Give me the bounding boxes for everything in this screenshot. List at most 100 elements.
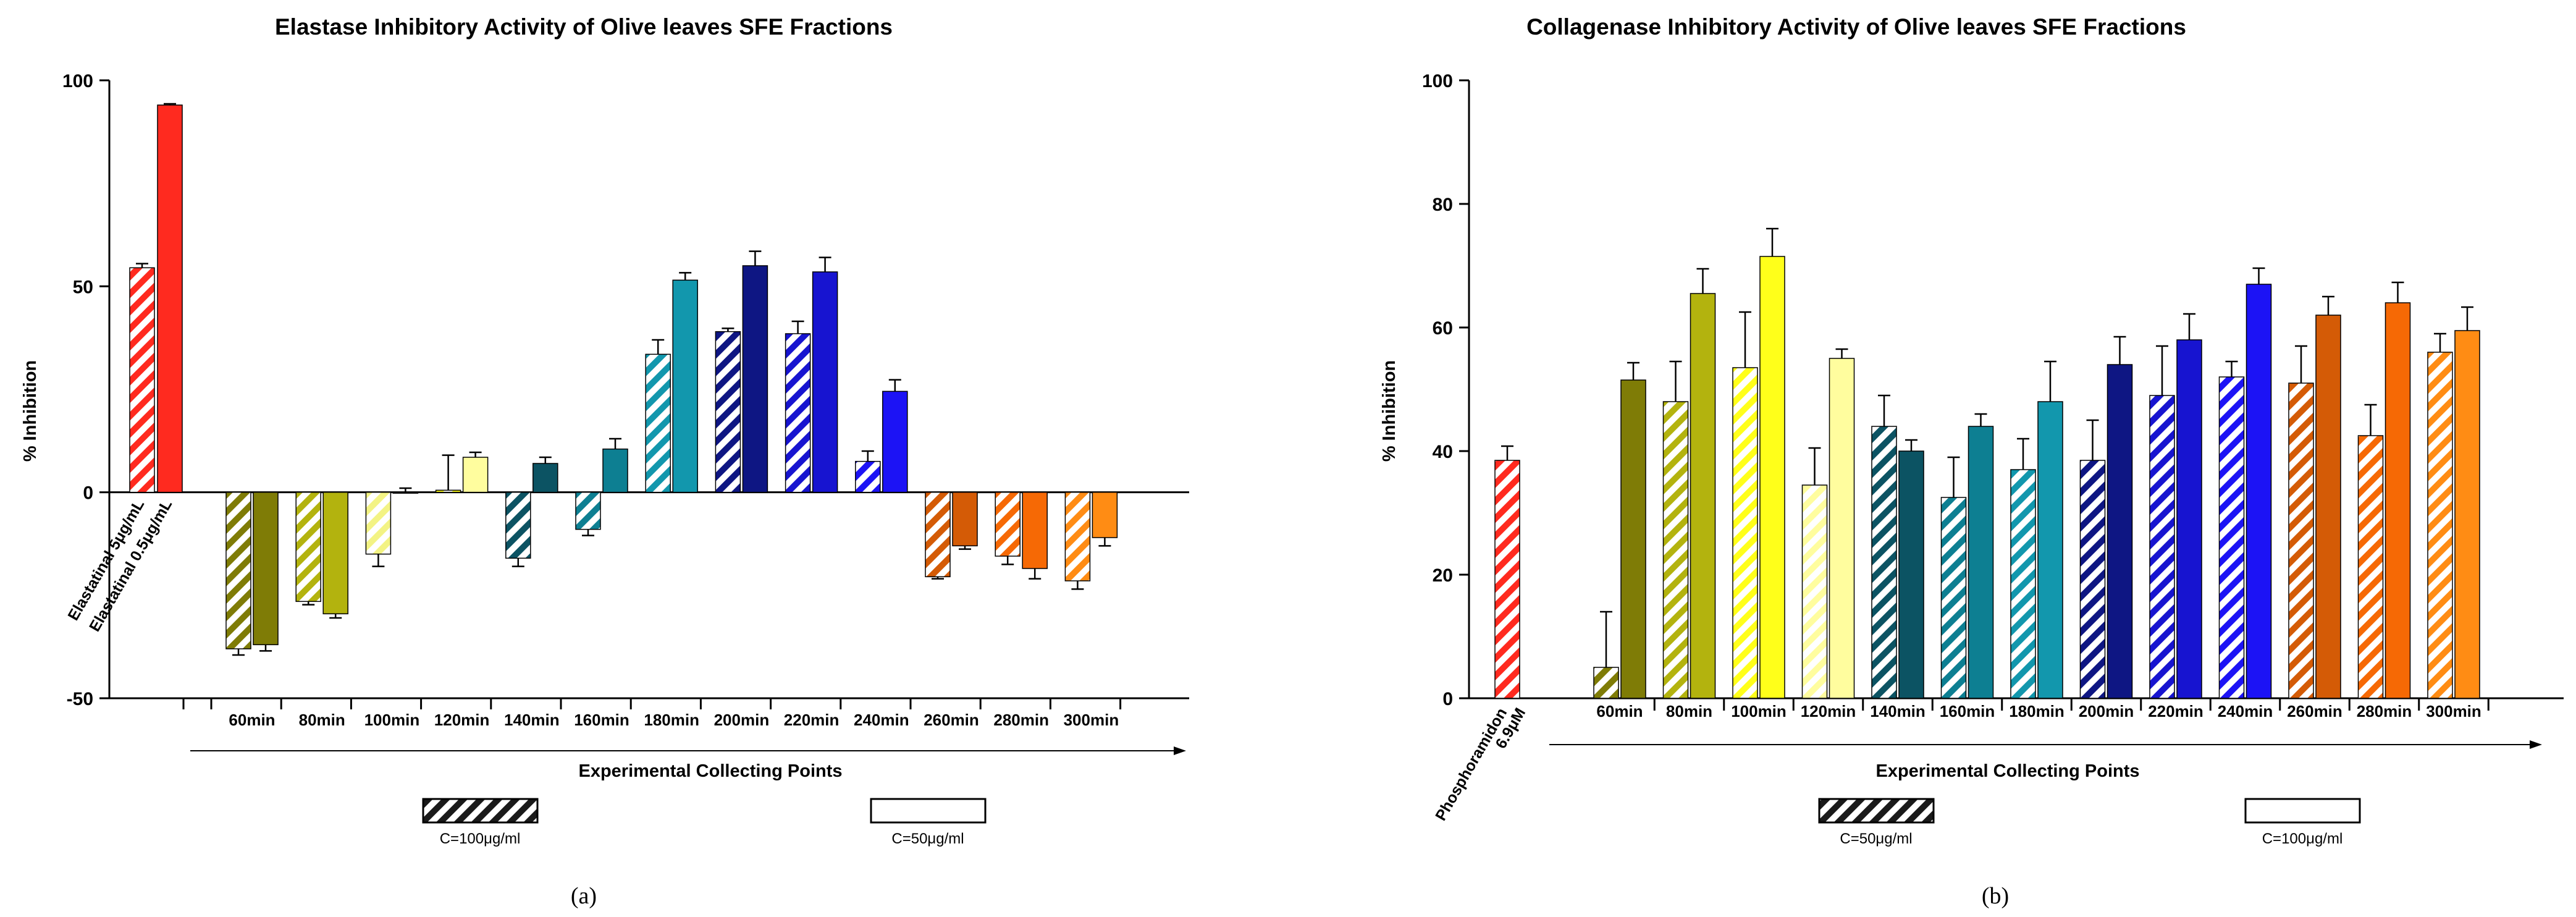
y-tick-label-b: 100 <box>1422 71 1453 91</box>
bar-hatch-100min <box>365 491 392 555</box>
bar-hatch-80min <box>1662 401 1689 699</box>
x-tick-label-280min: 280min <box>993 711 1049 729</box>
x-tick-label-80min: 80min <box>1666 702 1712 720</box>
bar-solid-200min <box>742 265 768 493</box>
control-label: Phosphoramidon <box>1432 705 1510 824</box>
panel-label-a: (a) <box>571 883 597 909</box>
panel-label-b: (b) <box>1982 883 2009 909</box>
bar-hatch-200min <box>715 331 741 493</box>
bar-solid-200min <box>2107 364 2133 699</box>
legend-label: C=50μg/ml <box>1840 830 1912 847</box>
bar-solid-160min <box>1968 426 1994 699</box>
bar-hatch-200min <box>2079 460 2106 699</box>
bar-solid-80min <box>322 491 348 615</box>
bar-hatch-160min <box>1940 497 1967 699</box>
x-axis-label-a: Experimental Collecting Points <box>578 761 842 781</box>
bar-hatch-60min <box>1593 667 1619 699</box>
control-bar <box>129 267 155 493</box>
chart-title-a: Elastase Inhibitory Activity of Olive le… <box>275 14 893 40</box>
bar-solid-120min <box>1829 358 1855 699</box>
control-bar <box>157 104 183 493</box>
bar-hatch-220min <box>2149 395 2175 699</box>
chart-panel-a: Elastase Inhibitory Activity of Olive le… <box>20 14 1189 909</box>
bar-hatch-140min <box>505 491 531 559</box>
bar-hatch-280min <box>995 491 1021 557</box>
bar-hatch-220min <box>785 333 811 493</box>
bar-solid-60min <box>1620 379 1646 699</box>
bar-hatch-300min <box>2427 352 2453 699</box>
bar-solid-140min <box>1898 450 1924 699</box>
x-tick-label-160min: 160min <box>574 711 629 729</box>
bar-solid-160min <box>602 448 628 493</box>
y-axis-label-a: % Inhibition <box>20 360 40 462</box>
x-tick-label-60min: 60min <box>1596 702 1643 720</box>
x-tick-label-300min: 300min <box>2426 702 2481 720</box>
bar-solid-300min <box>1092 491 1118 538</box>
x-arrow-head-b <box>2530 740 2542 749</box>
bar-solid-280min <box>1022 491 1048 569</box>
bar-hatch-180min <box>2010 469 2036 699</box>
x-arrow-head-a <box>1174 746 1186 755</box>
bar-solid-240min <box>882 391 908 493</box>
x-tick-label-200min: 200min <box>714 711 770 729</box>
x-tick-label-140min: 140min <box>504 711 560 729</box>
bar-solid-180min <box>672 279 698 493</box>
x-tick-label-100min: 100min <box>364 711 420 729</box>
x-axis-label-b: Experimental Collecting Points <box>1875 761 2139 781</box>
bar-solid-220min <box>2176 339 2202 699</box>
legend-swatch-solid <box>2244 798 2361 824</box>
bar-hatch-120min <box>1801 484 1828 699</box>
chart-panel-b: Collagenase Inhibitory Activity of Olive… <box>1379 14 2564 909</box>
bar-solid-60min <box>253 491 279 646</box>
x-tick-label-180min: 180min <box>2009 702 2065 720</box>
x-tick-label-260min: 260min <box>2287 702 2342 720</box>
bar-hatch-280min <box>2357 435 2384 699</box>
x-tick-label-200min: 200min <box>2079 702 2134 720</box>
legend-swatch-solid <box>870 798 987 824</box>
legend-label: C=100μg/ml <box>2262 830 2343 847</box>
bar-hatch-100min <box>1732 367 1758 699</box>
y-tick-label-a: 100 <box>62 71 93 91</box>
bar-solid-260min <box>2315 315 2341 699</box>
bar-solid-100min <box>392 491 419 494</box>
bar-hatch-60min <box>225 491 251 649</box>
x-tick-label-140min: 140min <box>1870 702 1926 720</box>
x-tick-label-240min: 240min <box>2218 702 2273 720</box>
x-tick-label-180min: 180min <box>644 711 699 729</box>
x-tick-label-160min: 160min <box>1940 702 1995 720</box>
bar-solid-140min <box>532 463 558 493</box>
bar-hatch-300min <box>1064 491 1091 581</box>
x-tick-label-300min: 300min <box>1064 711 1119 729</box>
y-axis-label-b: % Inhibition <box>1379 360 1399 462</box>
y-tick-label-a: 0 <box>83 483 93 504</box>
x-tick-label-120min: 120min <box>1801 702 1856 720</box>
bar-solid-100min <box>1759 256 1785 699</box>
bar-hatch-160min <box>575 491 601 530</box>
bar-hatch-120min <box>435 489 461 493</box>
control-bar <box>1494 460 1520 699</box>
bar-solid-300min <box>2454 330 2480 699</box>
bar-solid-120min <box>462 457 489 493</box>
bar-hatch-140min <box>1871 426 1897 699</box>
bar-solid-240min <box>2246 284 2272 699</box>
bar-solid-80min <box>1690 293 1716 699</box>
y-tick-label-b: 40 <box>1433 442 1453 462</box>
bar-hatch-180min <box>645 353 671 493</box>
x-tick-label-100min: 100min <box>1731 702 1787 720</box>
y-tick-label-b: 80 <box>1433 195 1453 215</box>
x-tick-label-240min: 240min <box>854 711 909 729</box>
y-tick-label-b: 0 <box>1442 689 1453 709</box>
x-tick-label-220min: 220min <box>784 711 840 729</box>
y-tick-label-b: 20 <box>1433 565 1453 586</box>
x-tick-label-220min: 220min <box>2148 702 2203 720</box>
bar-solid-280min <box>2384 302 2411 699</box>
bar-hatch-240min <box>2218 376 2245 699</box>
y-tick-label-a: -50 <box>67 689 93 709</box>
bar-hatch-260min <box>2288 382 2314 699</box>
x-tick-label-260min: 260min <box>924 711 979 729</box>
legend-swatch-hatch <box>422 798 539 824</box>
bar-hatch-260min <box>925 491 951 578</box>
legend-label: C=50μg/ml <box>891 830 964 847</box>
bar-hatch-240min <box>855 460 881 493</box>
